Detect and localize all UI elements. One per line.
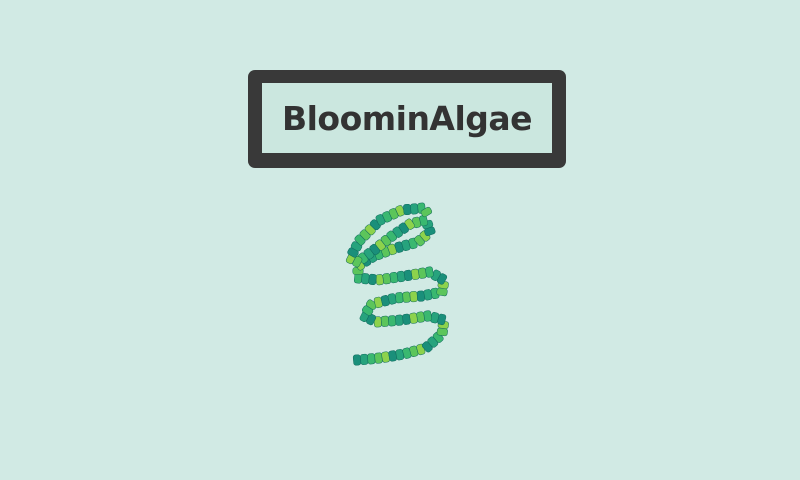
algae-cell bbox=[395, 314, 404, 326]
algae-cell bbox=[402, 291, 411, 303]
algae-cell bbox=[410, 203, 419, 215]
app-title-panel: BloominAlgae bbox=[262, 83, 552, 153]
algae-cell bbox=[420, 206, 433, 218]
algae-cell bbox=[360, 353, 369, 365]
algae-cell bbox=[375, 274, 384, 286]
algae-cell bbox=[352, 354, 362, 366]
algae-cell bbox=[402, 313, 411, 325]
algae-cell bbox=[367, 353, 376, 365]
algae-cell bbox=[409, 291, 418, 303]
algae-cell bbox=[361, 273, 370, 285]
algae-cell bbox=[388, 315, 397, 327]
algae-cell bbox=[403, 203, 412, 216]
app-title-frame: BloominAlgae bbox=[248, 70, 566, 168]
algae-cell bbox=[373, 316, 382, 328]
algae-spiral-icon bbox=[345, 202, 449, 366]
algae-cell bbox=[395, 292, 404, 304]
algae-cell bbox=[380, 315, 389, 327]
algae-cell bbox=[368, 273, 377, 285]
algae-filament bbox=[345, 202, 449, 366]
app-title: BloominAlgae bbox=[281, 98, 533, 138]
